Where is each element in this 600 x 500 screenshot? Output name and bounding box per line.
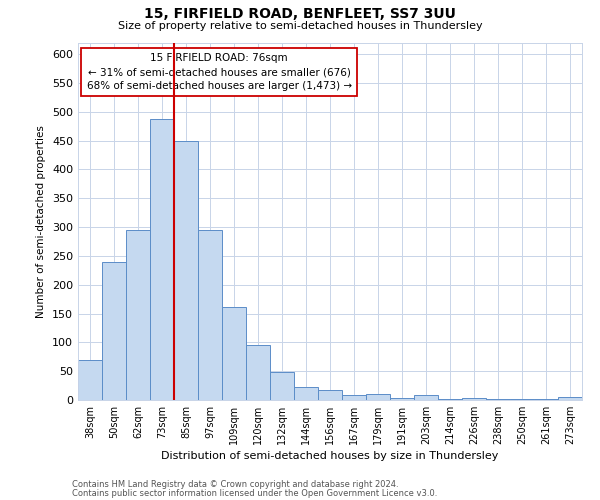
Bar xyxy=(391,398,413,400)
Bar xyxy=(559,397,581,400)
Bar xyxy=(295,388,317,400)
X-axis label: Distribution of semi-detached houses by size in Thundersley: Distribution of semi-detached houses by … xyxy=(161,451,499,461)
Bar xyxy=(319,390,341,400)
Bar xyxy=(439,399,461,400)
Y-axis label: Number of semi-detached properties: Number of semi-detached properties xyxy=(37,125,46,318)
Bar xyxy=(103,262,125,400)
Text: Size of property relative to semi-detached houses in Thundersley: Size of property relative to semi-detach… xyxy=(118,21,482,31)
Bar xyxy=(271,372,293,400)
Text: 15 FIRFIELD ROAD: 76sqm
← 31% of semi-detached houses are smaller (676)
68% of s: 15 FIRFIELD ROAD: 76sqm ← 31% of semi-de… xyxy=(86,53,352,91)
Text: Contains public sector information licensed under the Open Government Licence v3: Contains public sector information licen… xyxy=(72,488,437,498)
Text: 15, FIRFIELD ROAD, BENFLEET, SS7 3UU: 15, FIRFIELD ROAD, BENFLEET, SS7 3UU xyxy=(144,8,456,22)
Bar xyxy=(199,230,221,400)
Bar xyxy=(175,140,197,400)
Text: Contains HM Land Registry data © Crown copyright and database right 2024.: Contains HM Land Registry data © Crown c… xyxy=(72,480,398,489)
Bar xyxy=(79,360,101,400)
Bar xyxy=(223,306,245,400)
Bar xyxy=(463,398,485,400)
Bar xyxy=(247,345,269,400)
Bar xyxy=(151,119,173,400)
Bar xyxy=(367,394,389,400)
Bar xyxy=(343,396,365,400)
Bar xyxy=(127,230,149,400)
Bar xyxy=(415,395,437,400)
